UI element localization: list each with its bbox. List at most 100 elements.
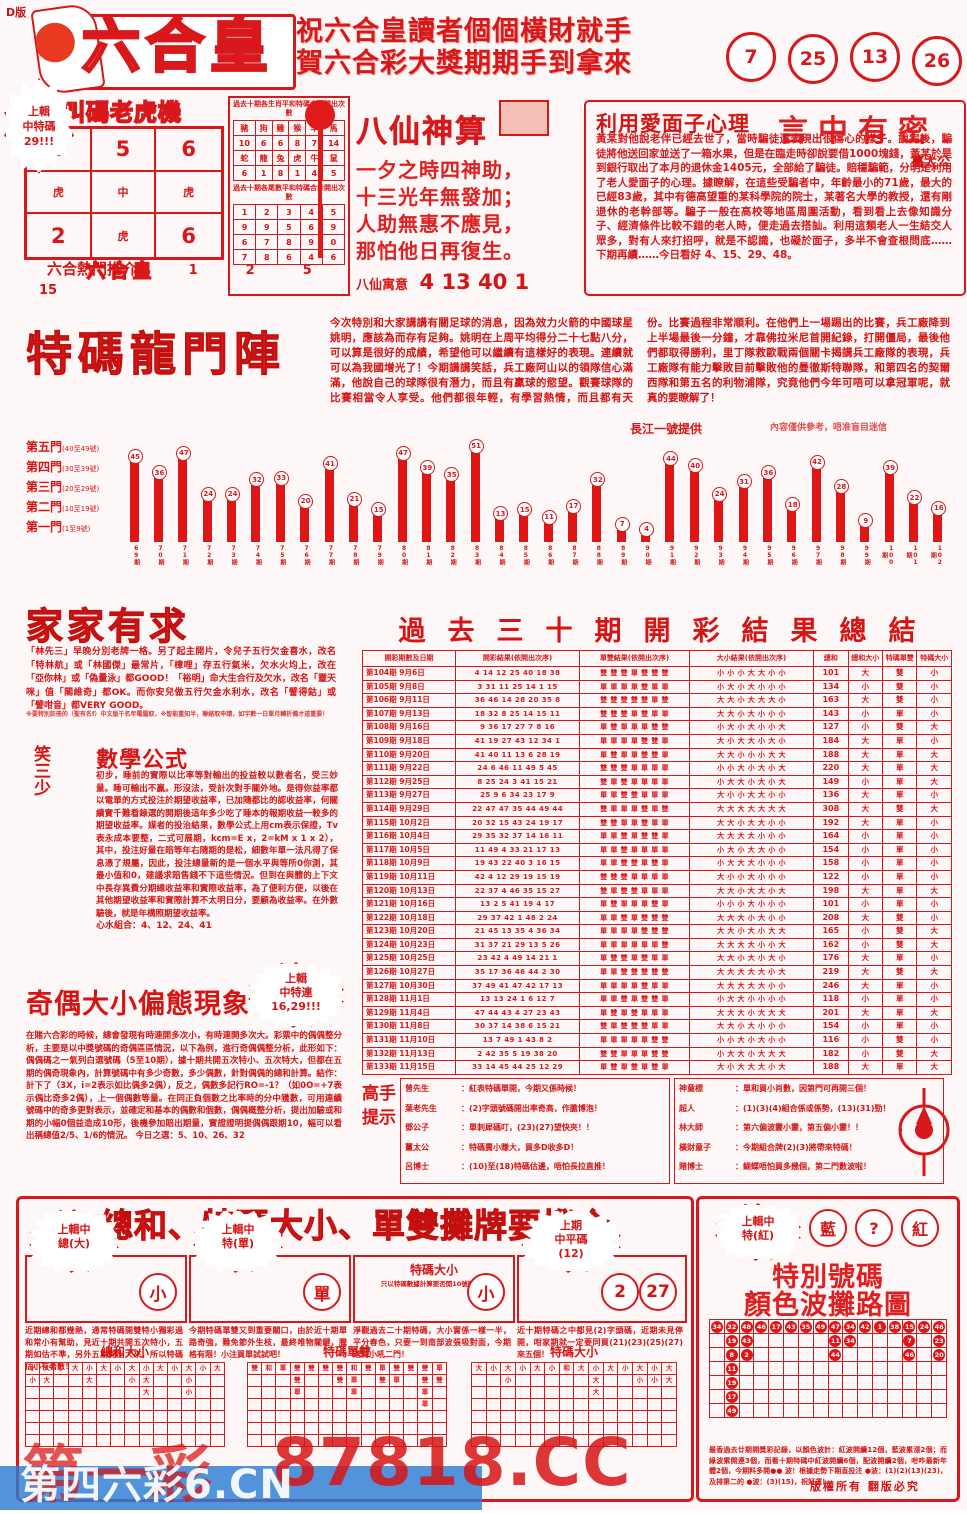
cell-sum: 192 [813,815,849,831]
xiaosanshao-label: 笑三少 [30,745,50,796]
colour-grid-cell [753,1333,770,1348]
grid-cell [544,1386,560,1399]
cell-sum: 162 [813,937,849,953]
grid-cell: 雙 [318,1362,334,1375]
cell-sum: 143 [813,706,849,722]
bar-fill [762,478,772,542]
colour-grid-cell [783,1403,799,1418]
colour-grid-cell [753,1361,770,1376]
grid-cell [167,1410,183,1423]
grid-cell: 雙 [403,1362,419,1375]
grid-cell: 雙 [374,1374,391,1387]
grid-cell [246,1374,263,1387]
tail-cell: 8 [255,249,279,265]
number-dot: 43 [740,1334,753,1347]
grid-cell: 大 [632,1362,648,1375]
slot-cell: 6 [181,223,196,248]
chart-x-label: 74期 [254,545,262,565]
lamp-stem [318,128,322,258]
bar-value-label: 9 [858,513,874,529]
gate-legend-item: 第一門(1至9號) [26,518,126,538]
grid-cell [632,1422,648,1435]
cell-bigsmall: 大 大 小 大 小 大 小 [688,951,815,967]
cell-sum-bigsmall: 大 [847,761,884,776]
zodiac-count: 8 [271,165,290,181]
chart-x-label: 79期 [376,545,384,565]
colour-grid-cell: 2 [738,1347,755,1362]
grid-cell [53,1386,69,1399]
chart-x-label: 72期 [205,545,213,565]
cell-sum-bigsmall: 小 [847,720,884,735]
math-formula-picks: 心水組合：4、12、24、41 [96,921,212,931]
cell-oddeven: 單 單 單 單 雙 雙 單 [579,733,690,749]
zodiac-name: 雞 [271,120,290,136]
cell-sum: 201 [813,1005,849,1021]
table-row: 19 43 11 34 7 23 [709,1333,947,1348]
grid-cell [514,1386,531,1399]
colour-grid-cell [871,1403,888,1418]
expert-tip-row: 橫財童子 ：今期組合牌(2)(3)將帶來特碼！ [675,1138,943,1158]
cell-sum-bigsmall: 大 [847,747,884,763]
chart-x-label: 78期 [351,545,359,565]
cell-special-bigsmall: 小 [916,1033,952,1048]
grid-table: 雙和單雙雙雙雙和雙單雙雙雙單雙雙單雙單雙雙單單單單 [246,1362,448,1447]
banner-text-2: 今期特碼單雙又到重要關口，由於近十期單路奇強，難免節外生枝，最終唯物關鍵，騰格有… [189,1326,347,1359]
table-row: 49 [709,1403,947,1418]
cell-special-oddeven: 單 [882,1005,918,1021]
colour-grid-cell: 43 [738,1333,755,1348]
baxian-panel: 八仙神算 一夕之時四神助， 十三光年無發加； 人助無惠不應見， 那怕他日再復生。… [356,100,578,294]
colour-grid-cell [857,1403,873,1418]
grid-cell [431,1386,448,1399]
grid-cell [471,1398,487,1411]
grid-cell: 小 [81,1362,98,1375]
mind-article-body: 黃某對他說老伴已經去世了，當時騙徒還表現出很傷心的樣子。說完後，騙徒將他送回家並… [596,133,952,261]
odd-even-star-badge: 上輯 中特連 16,29!!! [248,962,344,1028]
number-dot: 38 [888,1320,901,1333]
expert-tip-row: 超人 ：(1)(3)(4)組合係或係勢，(13)(31)勁！ [675,1099,943,1119]
tail-cell: 1 [232,204,257,220]
zodiac-name: 狗 [254,120,273,136]
cell-period: 第108期 9月16日 [362,720,456,735]
cell-oddeven: 單 雙 單 雙 單 雙 單 [579,1060,690,1075]
cell-period: 第118期 10月9日 [362,856,456,871]
cell-period: 第120期 10月13日 [362,883,456,899]
chart-bar: 36 [760,465,776,542]
colour-grid-cell [738,1375,755,1390]
grid-cell [646,1410,663,1423]
slot-cell: 6 [156,129,221,172]
table-row: 17 [709,1389,947,1404]
grid-cell [53,1410,69,1423]
chart-bar: 15 [371,502,387,542]
gate-legend-item: 第三門(20至29號) [26,478,126,498]
grid-cell: 大 [500,1362,516,1375]
grid-cell [617,1410,634,1423]
dragon-gate-signature: 長江一號提供 [630,422,703,436]
grid-cell: 大 [138,1374,154,1387]
chart-bar: 24 [225,486,241,542]
colour-grid-cell [753,1389,770,1404]
grid-cell: 大 [661,1362,677,1375]
grid-cell [602,1374,619,1387]
colour-grid-cell [827,1403,844,1418]
cell-special-oddeven: 單 [882,842,918,858]
grid-cell [124,1386,140,1399]
bar-value-label: 13 [492,506,508,521]
cell-sum: 188 [813,1060,849,1075]
tail-cell: 5 [321,204,346,220]
hot-pick-1: 1 [188,263,198,278]
bar-fill [884,473,894,542]
grid-cell [195,1374,211,1387]
table-row [471,1398,677,1411]
grid-cell [544,1398,560,1411]
mind-article-author: 薑太公 [910,155,950,170]
expert-tips-badge: 高手提示 [362,1084,396,1128]
cell-period: 第121期 10月16日 [362,897,456,912]
cell-numbers: 29 37 42 1 48 2 24 [454,910,581,926]
grid-cell: 大 [39,1362,55,1375]
banner-box-3: 特碼大小 只以特碼數據計算要否開10號碼打和 [353,1255,515,1323]
cell-numbers: 20 32 15 43 24 19 17 [454,815,581,831]
number-dot: 2 [740,1348,753,1361]
bar-value-label: 47 [395,445,411,461]
number-dot: 15 [903,1320,916,1333]
